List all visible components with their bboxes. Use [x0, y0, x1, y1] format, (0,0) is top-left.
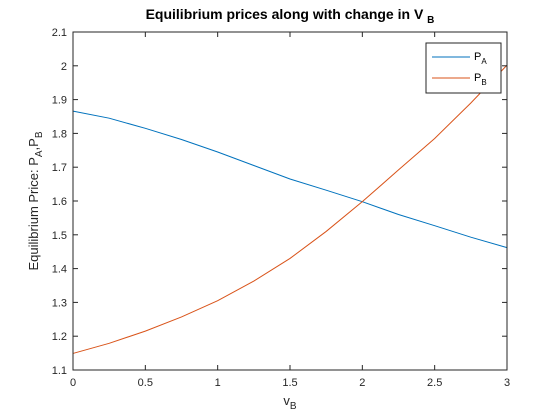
title-layer: Equilibrium prices along with change in … — [26, 6, 434, 412]
y-tick-label: 1.5 — [52, 230, 67, 242]
y-axis-label-mid: ,P — [26, 138, 41, 150]
series-line-pb — [72, 64, 508, 354]
series-layer — [72, 64, 508, 354]
x-tick-label: 3 — [504, 377, 510, 389]
legend-label-pb: PB — [474, 72, 487, 87]
x-tick-label: 1 — [215, 377, 221, 389]
y-tick-label: 1.9 — [52, 95, 67, 107]
x-axis-label: vB — [283, 393, 297, 412]
y-tick-label: 1.2 — [52, 331, 67, 343]
y-tick-label: 2 — [61, 61, 67, 73]
chart-title-main: Equilibrium prices along with change in … — [146, 6, 428, 22]
x-tick-label: 0 — [70, 377, 76, 389]
legend-box — [425, 42, 502, 94]
y-axis-label-sub-b: B — [34, 131, 45, 138]
chart-title-subscript: B — [427, 15, 434, 26]
series-line-pa — [72, 110, 508, 249]
y-axis-label-sub-a: A — [34, 150, 45, 157]
x-tick-label: 0.5 — [138, 377, 153, 389]
y-tick-label: 1.8 — [52, 128, 67, 140]
legend-label-pa: PA — [474, 51, 487, 66]
chart-title: Equilibrium prices along with change in … — [146, 6, 435, 26]
y-axis-label: Equilibrium Price: PA,PB — [26, 131, 45, 270]
y-tick-label: 1.6 — [52, 196, 67, 208]
legend-label-main: P — [474, 51, 481, 63]
y-tick-label: 2.1 — [52, 27, 67, 39]
y-axis-label-main: Equilibrium Price: P — [26, 157, 41, 270]
legend-label-subscript: B — [481, 78, 486, 87]
x-tick-label: 1.5 — [282, 377, 297, 389]
x-axis-label-subscript: B — [290, 401, 297, 412]
x-axis-label-main: v — [283, 393, 290, 408]
x-tick-label: 2 — [359, 377, 365, 389]
legend-label-subscript: A — [481, 57, 487, 66]
y-tick-label: 1.7 — [52, 162, 67, 174]
y-tick-label: 1.1 — [52, 365, 67, 377]
axes-layer: 0 0.5 1 1.5 2 2.5 3 1.1 1.2 1.3 1.4 1.5 1.6 1.7 1.8 1.9… — [52, 27, 510, 389]
legend-label-main: P — [474, 72, 481, 84]
y-tick-label: 1.4 — [52, 264, 67, 276]
y-tick-label: 1.3 — [52, 297, 67, 309]
x-tick-label: 2.5 — [427, 377, 442, 389]
